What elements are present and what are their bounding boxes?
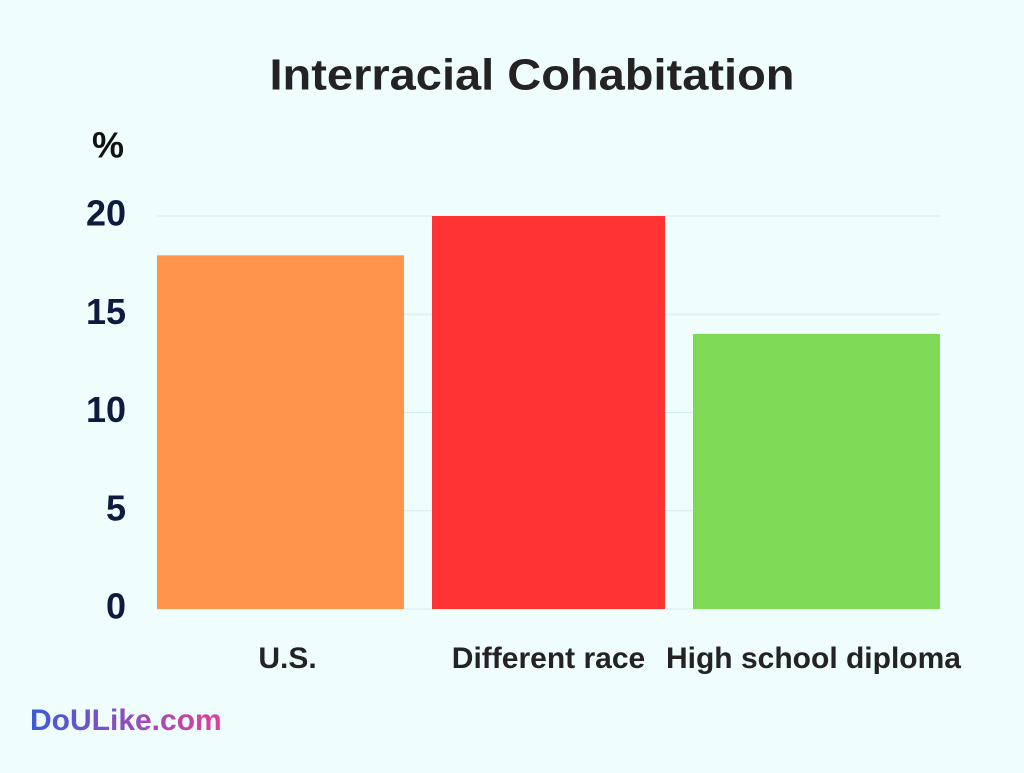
y-tick-label: 10	[86, 389, 126, 430]
bar	[157, 255, 404, 610]
y-tick-label: 5	[106, 487, 126, 528]
bar	[432, 216, 665, 609]
bar	[693, 333, 940, 609]
x-tick-label: Different race	[452, 642, 645, 675]
watermark: DoULike.com	[30, 704, 222, 737]
y-tick-label: 0	[106, 586, 126, 627]
y-axis-label: %	[92, 125, 124, 166]
chart-title: Interracial Cohabitation	[270, 51, 795, 100]
x-tick-label: High school diploma	[666, 642, 961, 675]
y-tick-label: 20	[86, 193, 126, 234]
x-tick-label: U.S.	[258, 642, 316, 675]
y-tick-label: 15	[86, 291, 126, 332]
